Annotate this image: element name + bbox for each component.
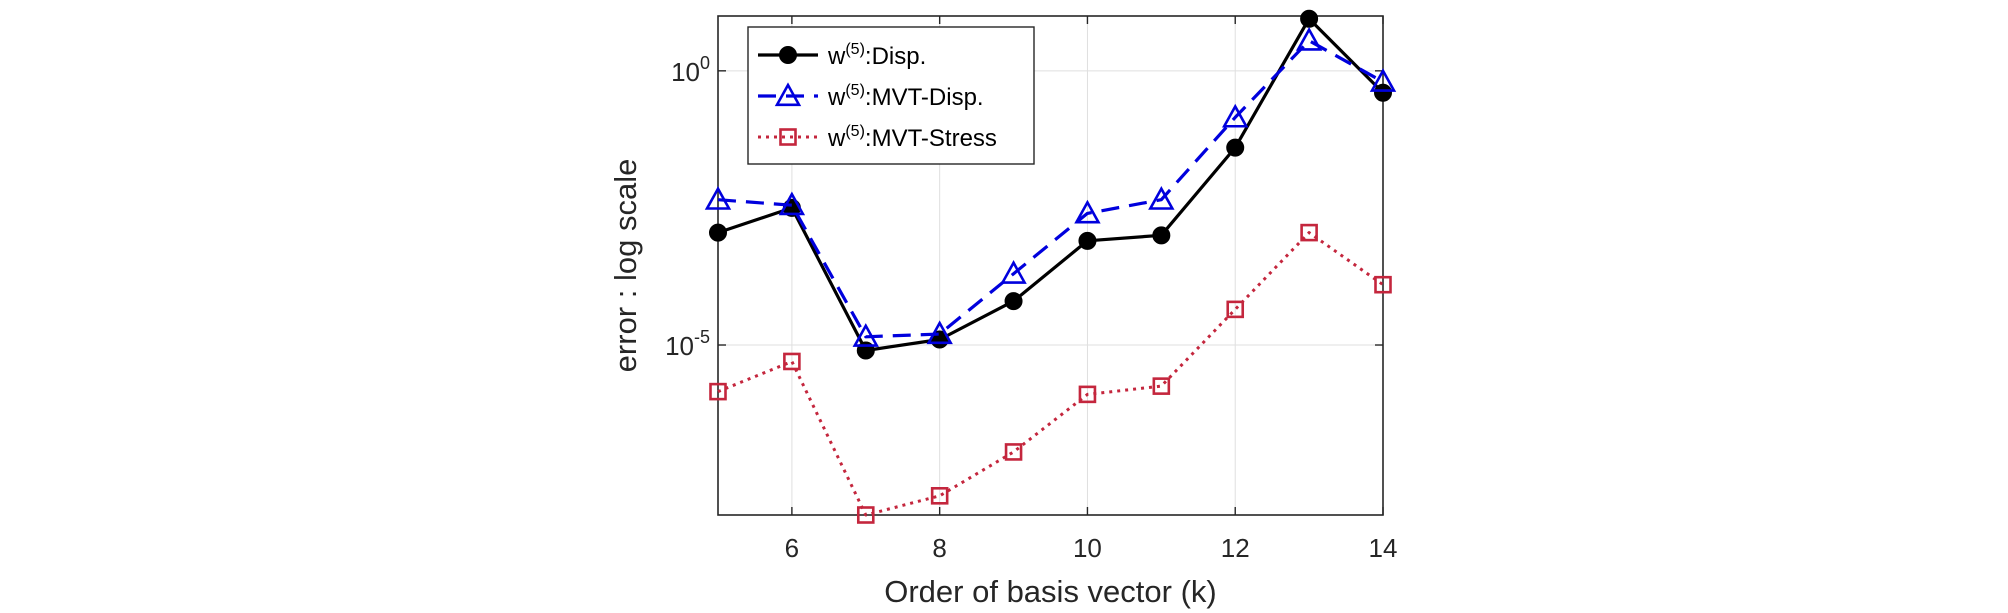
series-3 [709, 223, 1392, 524]
data-point [1148, 186, 1175, 210]
data-point [1000, 260, 1027, 284]
data-point [1374, 83, 1392, 102]
data-point [1300, 223, 1318, 242]
data-point [1004, 292, 1023, 311]
y-axis-label: error : log scale [608, 159, 643, 373]
legend-entry: w(5):MVT-Stress [758, 123, 997, 152]
data-point [1004, 443, 1023, 461]
x-tick-label: 8 [932, 533, 946, 563]
x-tick-label: 6 [785, 533, 799, 563]
data-point [1369, 68, 1397, 92]
data-point [856, 506, 875, 524]
data-point [1226, 138, 1245, 157]
data-point [1152, 377, 1171, 395]
x-tick-label: 10 [1073, 533, 1102, 563]
data-point [930, 487, 949, 505]
data-point [709, 382, 727, 401]
legend-label: w(5):Disp. [827, 41, 926, 70]
legend-marker [779, 128, 797, 146]
legend-entry: w(5):MVT-Disp. [758, 82, 984, 111]
data-point [1074, 199, 1101, 224]
legend-marker [779, 46, 797, 64]
legend-entry: w(5):Disp. [758, 41, 926, 70]
series-line [717, 17, 1385, 353]
plot-frame [717, 15, 1384, 516]
data-point [704, 186, 732, 210]
series-line [717, 39, 1384, 339]
x-axis-label: Order of basis vector (k) [884, 574, 1216, 609]
axis-ticks: 6 8 10 12 14 10-5 100 [665, 16, 1397, 563]
series-2 [704, 26, 1397, 347]
data-point [1226, 300, 1245, 319]
data-point [1152, 226, 1171, 245]
data-point [709, 223, 727, 242]
legend-marker [774, 82, 802, 107]
legend: w(5):Disp. w(5):MVT-Disp. w(5):MVT-Stress [747, 26, 1035, 165]
legend-label: w(5):MVT-Disp. [827, 82, 984, 111]
y-tick-label: 100 [671, 53, 710, 87]
data-point [1078, 231, 1097, 250]
data-point [778, 191, 806, 216]
y-tick-label: 10-5 [665, 327, 710, 361]
data-point [1374, 275, 1392, 294]
series-layer [704, 9, 1397, 524]
x-tick-label: 12 [1221, 533, 1250, 563]
data-point [783, 352, 801, 371]
data-point [1300, 9, 1319, 28]
data-point [1295, 26, 1323, 51]
series-line [717, 231, 1384, 517]
data-point [1078, 385, 1097, 404]
x-tick-label: 14 [1369, 533, 1398, 563]
data-point [926, 320, 953, 345]
data-point [852, 323, 879, 347]
data-point [1222, 103, 1249, 128]
legend-label: w(5):MVT-Stress [827, 123, 997, 152]
